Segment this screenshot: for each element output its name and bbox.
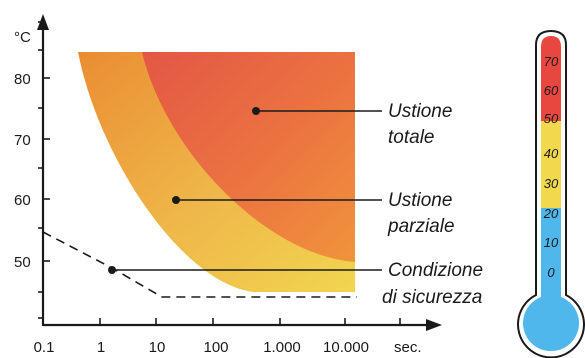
y-axis-minor-ticks: [38, 21, 43, 319]
callout-safety: Condizione di sicurezza: [108, 260, 483, 308]
callout-total-burn: Ustione totale: [252, 101, 452, 148]
x-tick-label-1000: 1.000: [263, 339, 301, 356]
thermometer-label-40: 40: [544, 146, 559, 161]
safety-label-line1: Condizione: [388, 260, 483, 281]
x-tick-label-1: 1: [97, 339, 105, 356]
x-axis-unit: sec.: [394, 339, 422, 356]
thermometer-label-10: 10: [544, 235, 559, 250]
x-tick-label-100: 100: [203, 339, 228, 356]
thermometer-label-70: 70: [544, 54, 559, 69]
y-axis: °C 80 70 60 50: [14, 14, 50, 326]
thermometer-cool-band: [523, 208, 579, 352]
callout-partial-burn: Ustione parziale: [172, 190, 455, 237]
thermometer-icon: 70 60 50 40 30 20 10 0: [517, 29, 585, 358]
y-tick-label-70: 70: [14, 132, 31, 149]
thermometer-label-0: 0: [547, 265, 555, 280]
x-tick-label-10: 10: [149, 339, 166, 356]
x-axis-arrow-icon: [426, 319, 442, 331]
x-axis: 0.1 1 10 100 1.000 10.000 sec.: [34, 318, 442, 356]
burn-zones: [78, 52, 355, 292]
thermometer-label-50: 50: [544, 111, 559, 126]
total-burn-label-line1: Ustione: [388, 101, 452, 122]
thermometer-label-60: 60: [544, 83, 559, 98]
y-tick-label-50: 50: [14, 254, 31, 271]
x-tick-label-0.1: 0.1: [34, 339, 55, 356]
safety-label-line2: di sicurezza: [382, 287, 482, 308]
total-burn-label-line2: totale: [388, 127, 434, 148]
y-axis-unit: °C: [14, 29, 31, 46]
thermometer-label-30: 30: [544, 176, 559, 191]
partial-burn-label-line1: Ustione: [388, 190, 452, 211]
partial-burn-label-line2: parziale: [387, 216, 455, 237]
thermometer-hot-band: [541, 36, 561, 121]
y-tick-label-60: 60: [14, 192, 31, 209]
x-axis-ticks: [99, 318, 401, 325]
y-tick-label-80: 80: [14, 71, 31, 88]
safety-threshold-line: [42, 231, 357, 298]
x-tick-label-10000: 10.000: [323, 339, 369, 356]
thermometer-warm-band: [541, 121, 561, 208]
thermometer-label-20: 20: [543, 206, 559, 221]
